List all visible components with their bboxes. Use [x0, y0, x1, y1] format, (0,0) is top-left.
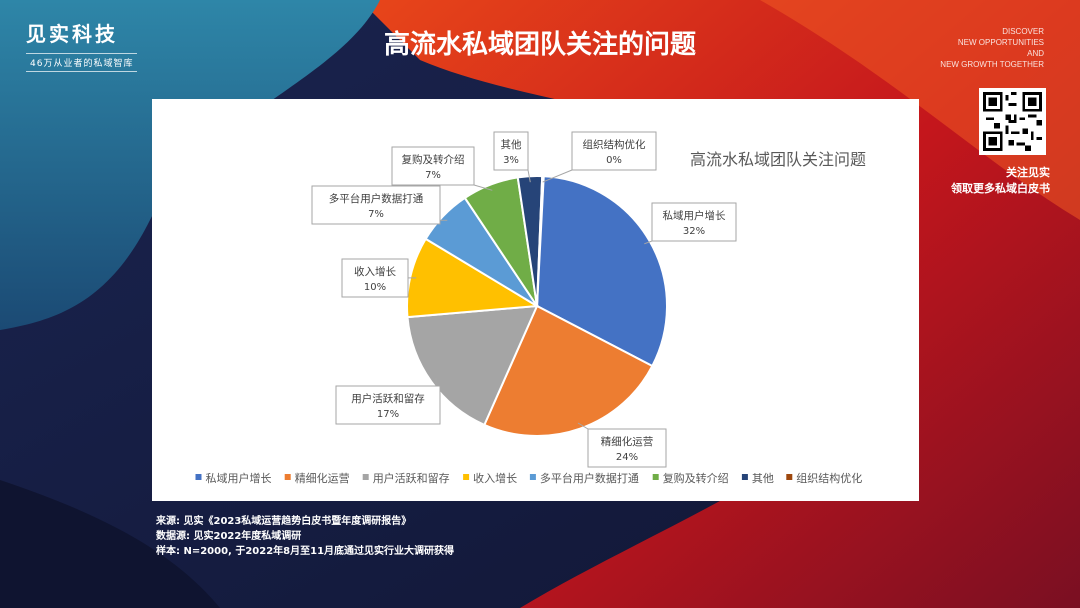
leader-line [527, 169, 531, 183]
legend-label: 其他 [752, 472, 774, 485]
qr-caption: 关注见实 领取更多私域白皮书 [951, 165, 1050, 197]
data-label-category: 复购及转介绍 [402, 153, 465, 166]
data-label-value: 24% [616, 452, 638, 463]
legend-swatch [362, 474, 369, 480]
data-label-category: 私域用户增长 [663, 209, 726, 222]
legend-label: 多平台用户数据打通 [540, 471, 639, 485]
tagline-line: NEW GROWTH TOGETHER [940, 60, 1044, 69]
data-label-category: 用户活跃和留存 [351, 392, 425, 405]
legend-swatch [463, 474, 470, 480]
qr-caption-line: 关注见实 [1006, 166, 1050, 179]
brand-subtitle: 46万从业者的私域智库 [26, 53, 138, 72]
brand-logo: 见实科技 46万从业者的私域智库 [26, 18, 138, 72]
data-label-category: 其他 [501, 138, 522, 151]
qr-caption-line: 领取更多私域白皮书 [951, 182, 1050, 195]
pie-slice [406, 237, 541, 319]
pie-slice [483, 304, 654, 437]
data-label-box [493, 131, 529, 171]
legend-label: 私域用户增长 [206, 471, 272, 485]
data-label-box [341, 258, 409, 298]
pie-slice [535, 175, 668, 368]
data-label-value: 10% [364, 282, 386, 293]
legend-swatch [195, 474, 202, 480]
leader-line [473, 184, 493, 191]
pie-slice [406, 304, 539, 427]
data-label-value: 0% [606, 155, 622, 166]
data-label-box [571, 131, 657, 171]
pie-chart: 高流水私域团队关注问题 私域用户增长 32% 精细化运营 24% 用户活跃和留存 17% 收… [195, 131, 866, 485]
leader-line [644, 240, 653, 245]
data-label-box [651, 202, 737, 242]
data-label-category: 多平台用户数据打通 [329, 192, 424, 205]
sources: 来源: 见实《2023私域运营趋势白皮书暨年度调研报告》 数据源: 见实2022… [156, 514, 454, 559]
legend-label: 用户活跃和留存 [373, 471, 450, 485]
legend-swatch [652, 474, 659, 480]
data-label-value: 7% [368, 209, 384, 220]
source-line: 来源: 见实《2023私域运营趋势白皮书暨年度调研报告》 [156, 516, 412, 527]
leader-line [542, 169, 573, 183]
legend-label: 收入增长 [473, 471, 517, 485]
legend-swatch [529, 474, 536, 480]
data-label-category: 组织结构优化 [583, 138, 646, 151]
data-label-value: 32% [683, 226, 705, 237]
leader-line [577, 422, 589, 430]
tagline-line: DISCOVER [1002, 27, 1044, 36]
tagline-line: NEW OPPORTUNITIES [957, 38, 1044, 47]
legend-label: 复购及转介绍 [663, 471, 729, 485]
tagline-line: AND [1027, 49, 1044, 58]
legend-swatch [786, 474, 793, 480]
brand-name: 见实科技 [26, 22, 118, 46]
source-line: 样本: N=2000, 于2022年8月至11月底通过见实行业大调研获得 [156, 546, 455, 557]
legend-label: 组织结构优化 [796, 471, 862, 485]
data-label-box [587, 428, 667, 468]
chart-card: 高流水私域团队关注问题 私域用户增长 32% 精细化运营 24% 用户活跃和留存 17% 收… [152, 99, 919, 501]
chart-title: 高流水私域团队关注问题 [690, 150, 866, 169]
legend-swatch [741, 474, 748, 480]
data-label-box [335, 385, 441, 425]
data-label-box [311, 185, 441, 225]
legend-swatch [284, 474, 291, 480]
data-label-category: 精细化运营 [601, 435, 654, 448]
data-label-value: 7% [425, 170, 441, 181]
slide-title: 高流水私域团队关注的问题 [383, 30, 696, 60]
data-label-value: 3% [503, 155, 519, 166]
data-label-value: 17% [377, 409, 399, 420]
data-label-category: 收入增长 [354, 265, 396, 278]
source-line: 数据源: 见实2022年度私域调研 [156, 531, 302, 542]
tagline: DISCOVER NEW OPPORTUNITIES AND NEW GROWT… [940, 26, 1044, 70]
qr-code-icon [983, 92, 1042, 151]
pie-slice [536, 175, 545, 307]
qr-code [979, 88, 1046, 155]
data-label-box [391, 146, 475, 186]
legend-label: 精细化运营 [295, 471, 350, 485]
